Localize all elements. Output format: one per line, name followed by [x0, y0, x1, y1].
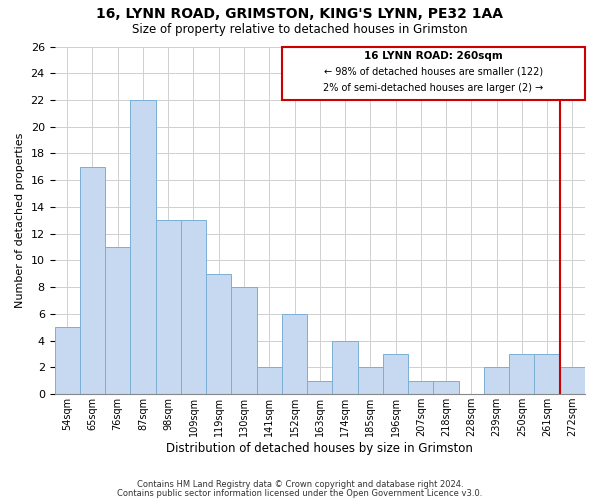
- Bar: [535, 354, 560, 394]
- FancyBboxPatch shape: [282, 46, 585, 100]
- Text: 16, LYNN ROAD, GRIMSTON, KING'S LYNN, PE32 1AA: 16, LYNN ROAD, GRIMSTON, KING'S LYNN, PE…: [97, 8, 503, 22]
- Bar: [55, 328, 80, 394]
- Text: 2% of semi-detached houses are larger (2) →: 2% of semi-detached houses are larger (2…: [323, 83, 544, 93]
- Bar: [105, 247, 130, 394]
- Text: Contains public sector information licensed under the Open Government Licence v3: Contains public sector information licen…: [118, 488, 482, 498]
- Y-axis label: Number of detached properties: Number of detached properties: [15, 132, 25, 308]
- Bar: [181, 220, 206, 394]
- Bar: [408, 381, 433, 394]
- Bar: [358, 368, 383, 394]
- Bar: [130, 100, 155, 394]
- Bar: [433, 381, 458, 394]
- X-axis label: Distribution of detached houses by size in Grimston: Distribution of detached houses by size …: [166, 442, 473, 455]
- Bar: [282, 314, 307, 394]
- Text: Size of property relative to detached houses in Grimston: Size of property relative to detached ho…: [132, 22, 468, 36]
- Text: ← 98% of detached houses are smaller (122): ← 98% of detached houses are smaller (12…: [324, 67, 543, 77]
- Bar: [257, 368, 282, 394]
- Bar: [560, 368, 585, 394]
- Bar: [232, 287, 257, 394]
- Bar: [206, 274, 232, 394]
- Bar: [383, 354, 408, 394]
- Bar: [307, 381, 332, 394]
- Text: Contains HM Land Registry data © Crown copyright and database right 2024.: Contains HM Land Registry data © Crown c…: [137, 480, 463, 489]
- Bar: [509, 354, 535, 394]
- Bar: [332, 340, 358, 394]
- Bar: [484, 368, 509, 394]
- Bar: [155, 220, 181, 394]
- Bar: [80, 167, 105, 394]
- Text: 16 LYNN ROAD: 260sqm: 16 LYNN ROAD: 260sqm: [364, 51, 503, 61]
